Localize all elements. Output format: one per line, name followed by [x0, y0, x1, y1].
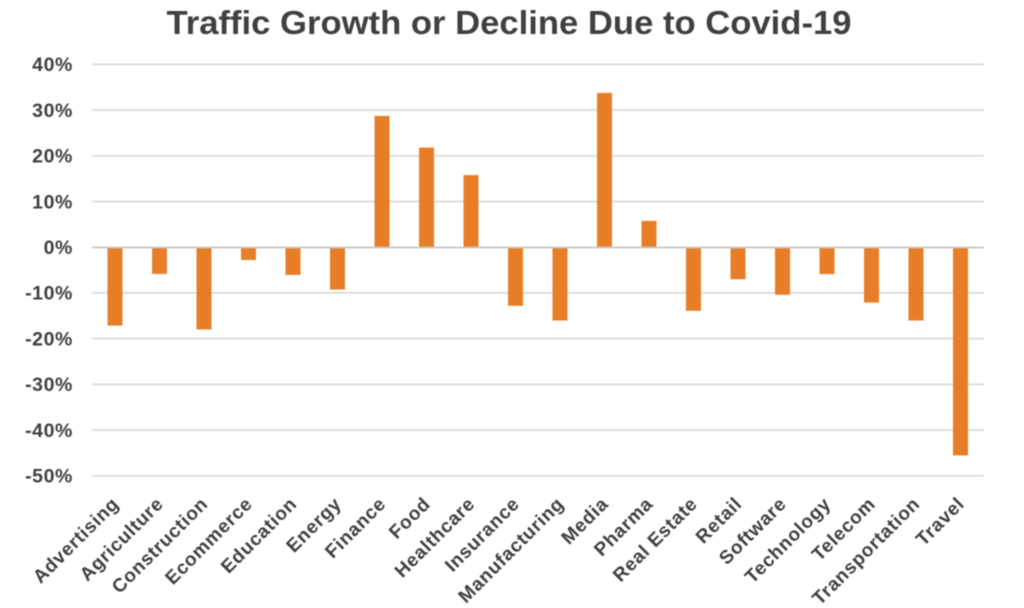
svg-text:-20%: -20%	[25, 328, 73, 350]
svg-text:Traffic Growth or Decline Due: Traffic Growth or Decline Due to Covid-1…	[167, 4, 852, 41]
svg-text:-30%: -30%	[25, 374, 73, 396]
svg-text:30%: 30%	[32, 100, 73, 122]
svg-text:0%: 0%	[44, 237, 73, 259]
svg-text:40%: 40%	[32, 54, 73, 76]
svg-text:20%: 20%	[32, 146, 73, 168]
svg-text:-50%: -50%	[25, 466, 73, 488]
svg-text:10%: 10%	[32, 191, 73, 213]
svg-text:-40%: -40%	[25, 420, 73, 442]
svg-text:-10%: -10%	[25, 283, 73, 305]
